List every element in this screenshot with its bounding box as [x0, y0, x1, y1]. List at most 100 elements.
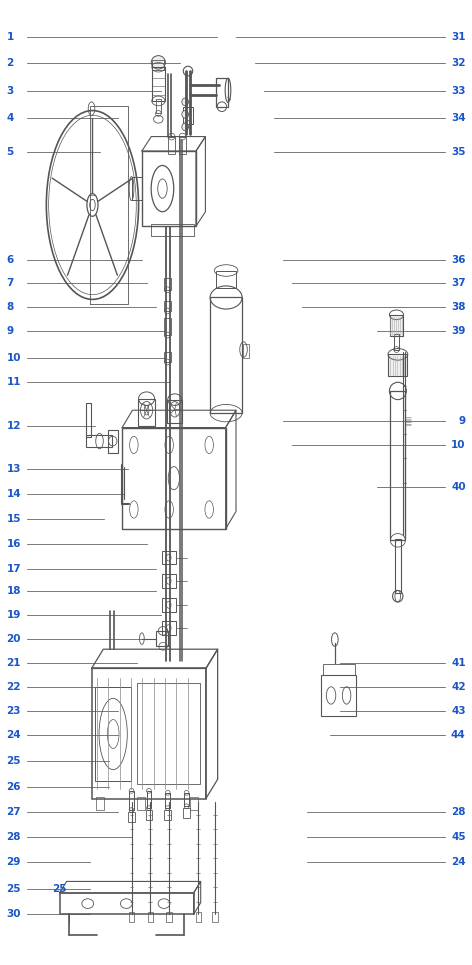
Bar [210, 297, 242, 413]
Bar [86, 435, 112, 447]
Text: 11: 11 [6, 377, 21, 387]
Bar [95, 687, 131, 782]
Text: 25: 25 [52, 884, 67, 895]
Text: 15: 15 [6, 514, 21, 524]
Bar [161, 551, 176, 565]
Text: 23: 23 [6, 705, 21, 716]
Text: 45: 45 [451, 832, 466, 842]
Bar [179, 137, 186, 153]
Text: 24: 24 [451, 857, 466, 868]
Bar [395, 539, 401, 593]
Bar [59, 893, 194, 914]
Text: 3: 3 [6, 86, 14, 96]
Bar [146, 811, 152, 819]
Text: 2: 2 [6, 58, 14, 69]
Bar [394, 334, 399, 349]
Bar [390, 391, 405, 540]
Text: 36: 36 [451, 255, 466, 265]
Bar [322, 664, 354, 676]
Text: 18: 18 [6, 587, 21, 596]
Bar [161, 621, 176, 635]
Text: 10: 10 [451, 440, 466, 450]
Bar [138, 399, 155, 426]
Bar [128, 813, 135, 821]
Text: 22: 22 [6, 682, 21, 692]
Bar [96, 797, 104, 811]
Bar [108, 429, 118, 453]
Bar [184, 793, 189, 807]
Bar [167, 400, 182, 423]
Text: 24: 24 [6, 730, 21, 740]
Bar [147, 791, 152, 809]
Text: 33: 33 [451, 86, 466, 96]
Bar [190, 797, 198, 811]
Bar [212, 912, 218, 922]
Text: 26: 26 [6, 782, 21, 792]
Text: 40: 40 [451, 482, 466, 492]
Ellipse shape [182, 111, 188, 119]
Text: 4: 4 [6, 113, 14, 124]
Bar [142, 151, 196, 226]
Bar [122, 427, 226, 529]
Bar [243, 345, 249, 358]
Text: 38: 38 [451, 302, 466, 312]
Bar [163, 278, 171, 289]
Bar [129, 912, 135, 922]
Bar [165, 793, 170, 809]
Bar [183, 809, 190, 817]
Text: 19: 19 [6, 611, 21, 620]
Bar [156, 631, 168, 647]
Bar [156, 99, 161, 114]
Text: 34: 34 [451, 113, 466, 124]
Bar [163, 317, 171, 335]
Text: 25: 25 [6, 756, 21, 766]
Bar [216, 78, 228, 107]
Ellipse shape [182, 98, 188, 106]
Bar [137, 797, 145, 811]
Text: 9: 9 [6, 326, 14, 336]
Bar [183, 107, 193, 124]
Ellipse shape [152, 56, 165, 69]
Text: 29: 29 [6, 857, 21, 868]
Bar [132, 178, 142, 200]
Text: 1: 1 [6, 32, 14, 42]
Text: 30: 30 [6, 909, 21, 920]
Text: 7: 7 [6, 278, 14, 288]
Text: 42: 42 [451, 682, 466, 692]
Text: 41: 41 [451, 658, 466, 668]
Text: 17: 17 [6, 565, 21, 574]
Bar [137, 683, 200, 785]
Text: ||||||: |||||| [406, 415, 412, 426]
Text: 32: 32 [451, 58, 466, 69]
Bar [216, 270, 236, 288]
Text: 35: 35 [451, 147, 466, 157]
Text: 16: 16 [6, 539, 21, 549]
Text: 25: 25 [6, 884, 21, 895]
Bar [152, 61, 164, 70]
Bar [388, 354, 407, 375]
Text: 44: 44 [451, 730, 466, 740]
Text: 12: 12 [6, 421, 21, 430]
Text: 14: 14 [6, 489, 21, 499]
Bar [195, 912, 201, 922]
Text: 43: 43 [451, 705, 466, 716]
Bar [152, 224, 194, 235]
Bar [152, 68, 165, 101]
Bar [168, 137, 176, 153]
Text: 28: 28 [6, 832, 21, 842]
Bar [161, 574, 176, 588]
Bar [164, 301, 170, 311]
Text: 8: 8 [6, 302, 14, 312]
Text: 9: 9 [458, 416, 466, 426]
Bar [129, 791, 134, 811]
Text: 27: 27 [6, 807, 21, 817]
Bar [166, 912, 172, 922]
Text: 20: 20 [6, 634, 21, 644]
Text: 37: 37 [451, 278, 466, 288]
Bar [92, 669, 206, 799]
Text: 28: 28 [451, 807, 466, 817]
Bar [164, 811, 171, 819]
Text: 6: 6 [6, 255, 14, 265]
Bar [148, 912, 153, 922]
Bar [164, 352, 170, 362]
